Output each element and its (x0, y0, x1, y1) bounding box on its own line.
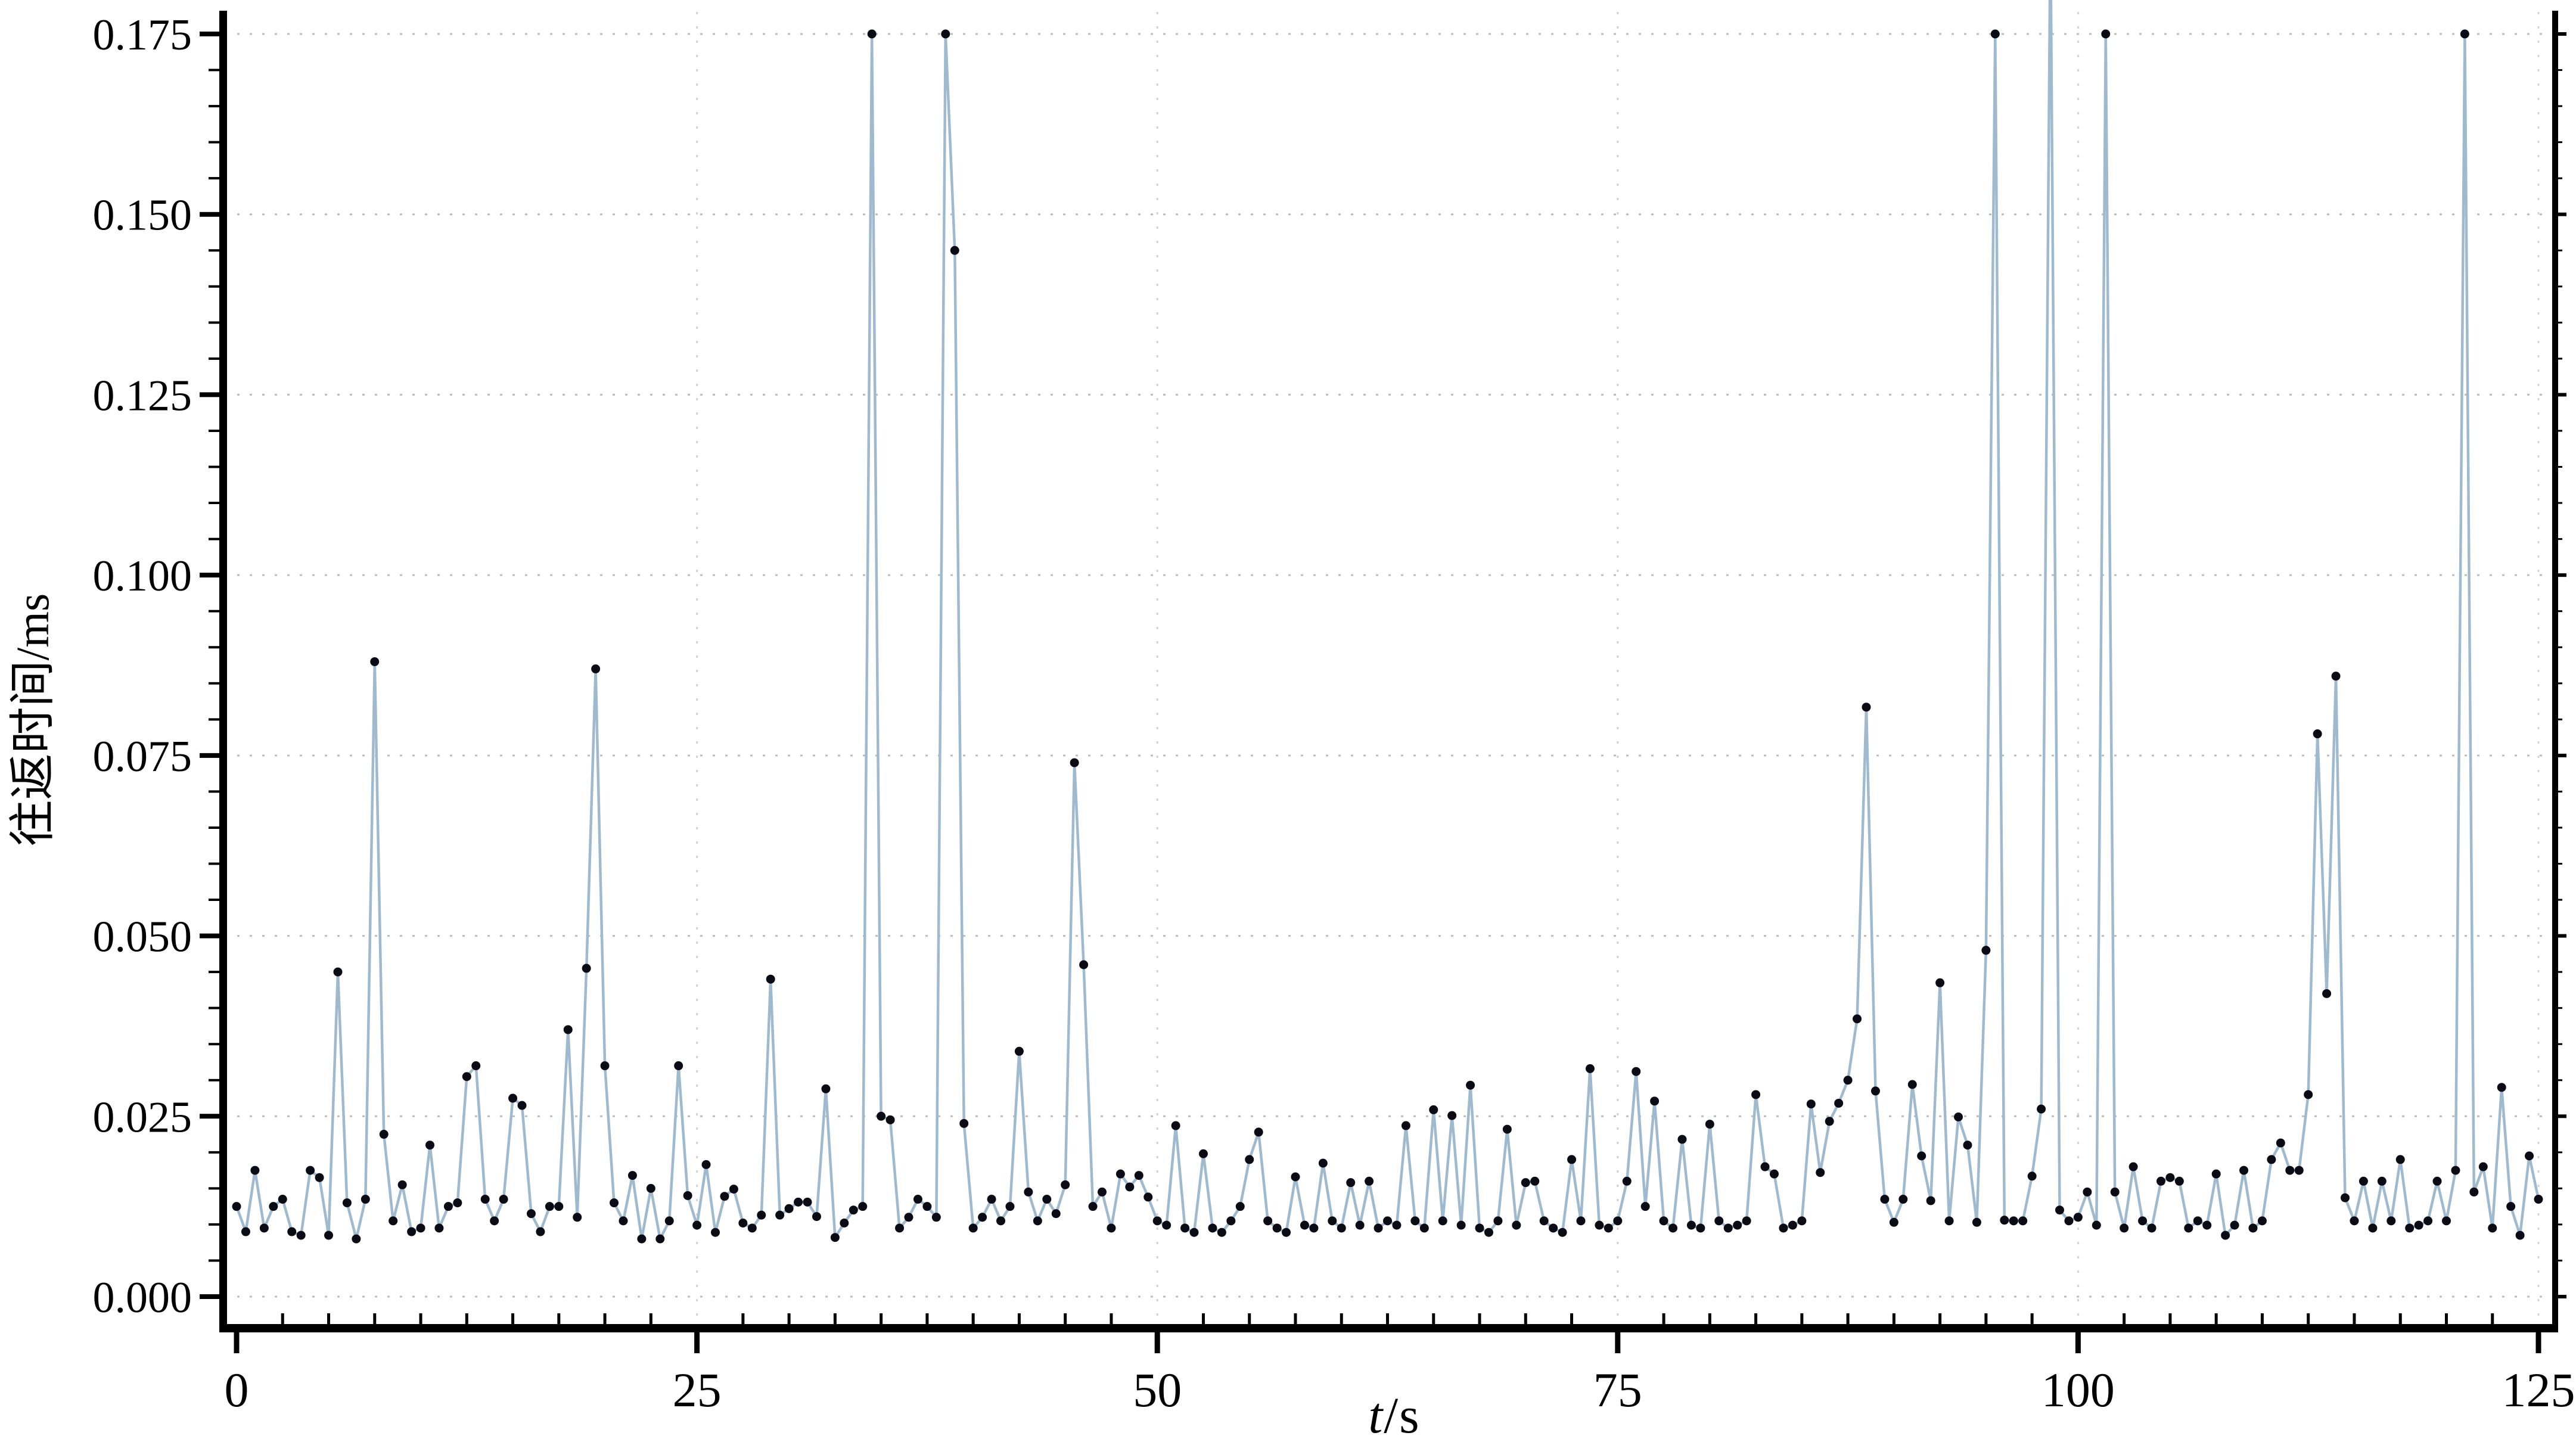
svg-text:0.175: 0.175 (93, 11, 192, 60)
axis-ticks (200, 32, 2566, 1353)
rtt-series-line (235, 0, 2540, 1241)
svg-text:100: 100 (2041, 1363, 2115, 1417)
axis-spines (219, 11, 2558, 1332)
svg-text:0.150: 0.150 (93, 191, 192, 240)
y-axis-title: 往返时间/ms (7, 593, 58, 847)
svg-text:0.075: 0.075 (93, 732, 192, 781)
gridlines (225, 12, 2552, 1323)
x-axis-title-unit: /s (1384, 1387, 1421, 1444)
x-axis-title: t/s (1269, 1385, 1520, 1445)
svg-text:0: 0 (225, 1363, 249, 1417)
svg-text:0.125: 0.125 (93, 371, 192, 420)
rtt-series-markers (232, 29, 2543, 1244)
svg-text:0.025: 0.025 (93, 1093, 192, 1142)
svg-text:75: 75 (1593, 1363, 1642, 1417)
x-axis-title-variable: t (1368, 1387, 1384, 1444)
svg-text:0.100: 0.100 (93, 552, 192, 601)
svg-text:25: 25 (673, 1363, 722, 1417)
axis-tick-labels: 0.000 0.025 0.050 0.075 0.100 0.125 0.150 0.175… (93, 11, 2575, 1417)
svg-text:50: 50 (1133, 1363, 1182, 1417)
svg-text:0.000: 0.000 (93, 1273, 192, 1322)
svg-text:125: 125 (2502, 1363, 2575, 1417)
svg-text:0.050: 0.050 (93, 913, 192, 962)
